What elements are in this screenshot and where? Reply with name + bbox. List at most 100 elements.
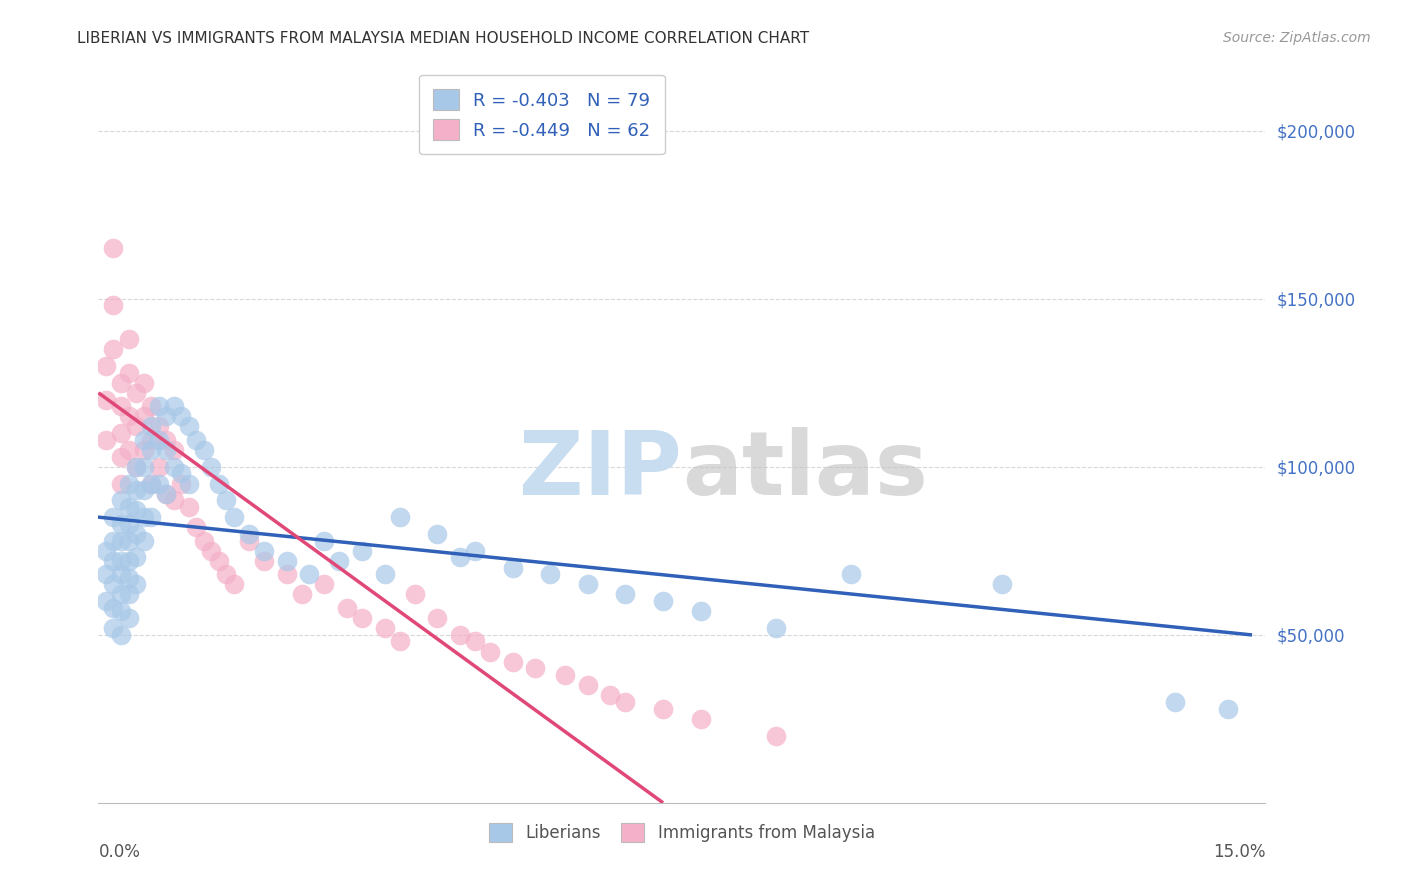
Point <box>350 611 373 625</box>
Point <box>110 587 132 601</box>
Point <box>132 459 155 474</box>
Point <box>155 486 177 500</box>
Point <box>200 459 222 474</box>
Text: LIBERIAN VS IMMIGRANTS FROM MALAYSIA MEDIAN HOUSEHOLD INCOME CORRELATION CHART: LIBERIAN VS IMMIGRANTS FROM MALAYSIA MED… <box>77 31 810 46</box>
Point <box>426 611 449 625</box>
Point <box>117 571 139 585</box>
Point <box>238 527 260 541</box>
Point <box>117 442 139 457</box>
Point <box>177 419 200 434</box>
Point <box>538 567 561 582</box>
Point <box>125 419 148 434</box>
Point <box>576 678 599 692</box>
Point <box>110 450 132 464</box>
Point <box>222 577 245 591</box>
Text: ZIP: ZIP <box>519 427 682 514</box>
Point <box>110 376 132 390</box>
Point <box>170 467 193 481</box>
Point <box>253 543 276 558</box>
Point <box>148 476 170 491</box>
Point <box>148 419 170 434</box>
Point <box>117 332 139 346</box>
Point <box>215 493 238 508</box>
Point <box>132 409 155 424</box>
Point <box>765 729 787 743</box>
Point <box>125 577 148 591</box>
Point <box>155 433 177 447</box>
Point <box>328 554 350 568</box>
Point <box>336 600 359 615</box>
Point <box>765 621 787 635</box>
Legend: Liberians, Immigrants from Malaysia: Liberians, Immigrants from Malaysia <box>482 816 882 848</box>
Point <box>449 550 471 565</box>
Point <box>464 634 486 648</box>
Point <box>103 577 125 591</box>
Point <box>132 510 155 524</box>
Point <box>314 533 336 548</box>
Point <box>125 503 148 517</box>
Point <box>298 567 321 582</box>
Point <box>404 587 426 601</box>
Point <box>222 510 245 524</box>
Point <box>502 655 524 669</box>
Point <box>110 399 132 413</box>
Point <box>373 567 395 582</box>
Point <box>117 533 139 548</box>
Point <box>502 560 524 574</box>
Point <box>139 510 162 524</box>
Point <box>125 459 148 474</box>
Point <box>163 493 186 508</box>
Point <box>276 554 298 568</box>
Point <box>139 433 162 447</box>
Point <box>110 493 132 508</box>
Point <box>238 533 260 548</box>
Point <box>103 533 125 548</box>
Point <box>689 604 711 618</box>
Point <box>170 476 193 491</box>
Point <box>94 543 117 558</box>
Point <box>148 433 170 447</box>
Text: atlas: atlas <box>682 427 928 514</box>
Text: Source: ZipAtlas.com: Source: ZipAtlas.com <box>1223 31 1371 45</box>
Point <box>110 516 132 531</box>
Point <box>186 520 208 534</box>
Point <box>125 459 148 474</box>
Point <box>373 621 395 635</box>
Point <box>449 628 471 642</box>
Point <box>117 409 139 424</box>
Point <box>139 419 162 434</box>
Point <box>599 688 621 702</box>
Point <box>117 611 139 625</box>
Point <box>991 577 1014 591</box>
Point <box>139 476 162 491</box>
Point <box>103 342 125 356</box>
Point <box>117 476 139 491</box>
Point <box>148 399 170 413</box>
Point <box>193 442 215 457</box>
Point <box>117 587 139 601</box>
Point <box>350 543 373 558</box>
Point <box>652 594 675 608</box>
Point <box>110 567 132 582</box>
Text: 0.0%: 0.0% <box>98 843 141 861</box>
Point <box>839 567 862 582</box>
Point <box>177 500 200 514</box>
Point <box>193 533 215 548</box>
Point <box>155 409 177 424</box>
Point <box>388 634 411 648</box>
Point <box>117 554 139 568</box>
Point <box>139 442 162 457</box>
Point <box>132 433 155 447</box>
Point <box>110 554 132 568</box>
Point <box>110 533 132 548</box>
Point <box>94 433 117 447</box>
Point <box>132 533 155 548</box>
Point <box>177 476 200 491</box>
Point <box>132 376 155 390</box>
Point <box>689 712 711 726</box>
Point <box>314 577 336 591</box>
Point <box>110 604 132 618</box>
Point <box>200 543 222 558</box>
Point <box>132 442 155 457</box>
Point <box>1216 702 1239 716</box>
